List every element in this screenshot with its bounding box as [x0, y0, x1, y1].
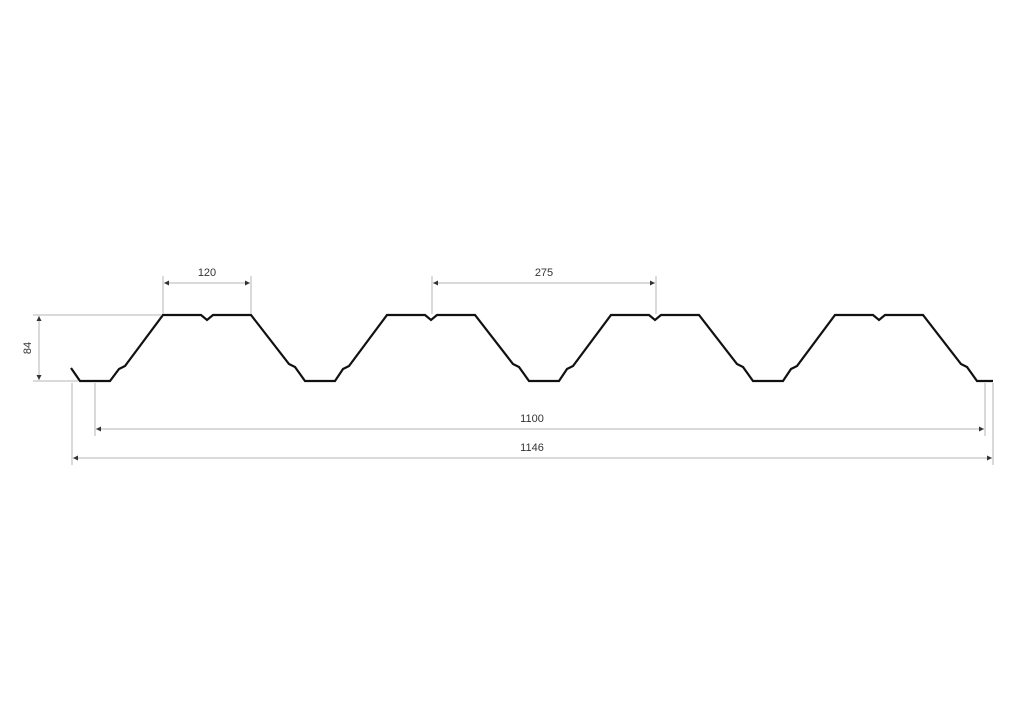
dimension-crest-width: 120	[162, 267, 252, 314]
dimension-pitch: 275	[431, 267, 657, 314]
pitch-label: 275	[535, 267, 553, 279]
dimension-height: 84	[22, 314, 162, 382]
cover-width-label: 1100	[520, 413, 544, 425]
dimension-cover-width: 1100	[94, 383, 986, 436]
sheet-profile	[70, 313, 993, 383]
crest-width-label: 120	[198, 267, 216, 279]
height-label: 84	[22, 342, 34, 354]
dimension-total-width: 1146	[71, 383, 994, 465]
total-width-label: 1146	[520, 442, 544, 454]
